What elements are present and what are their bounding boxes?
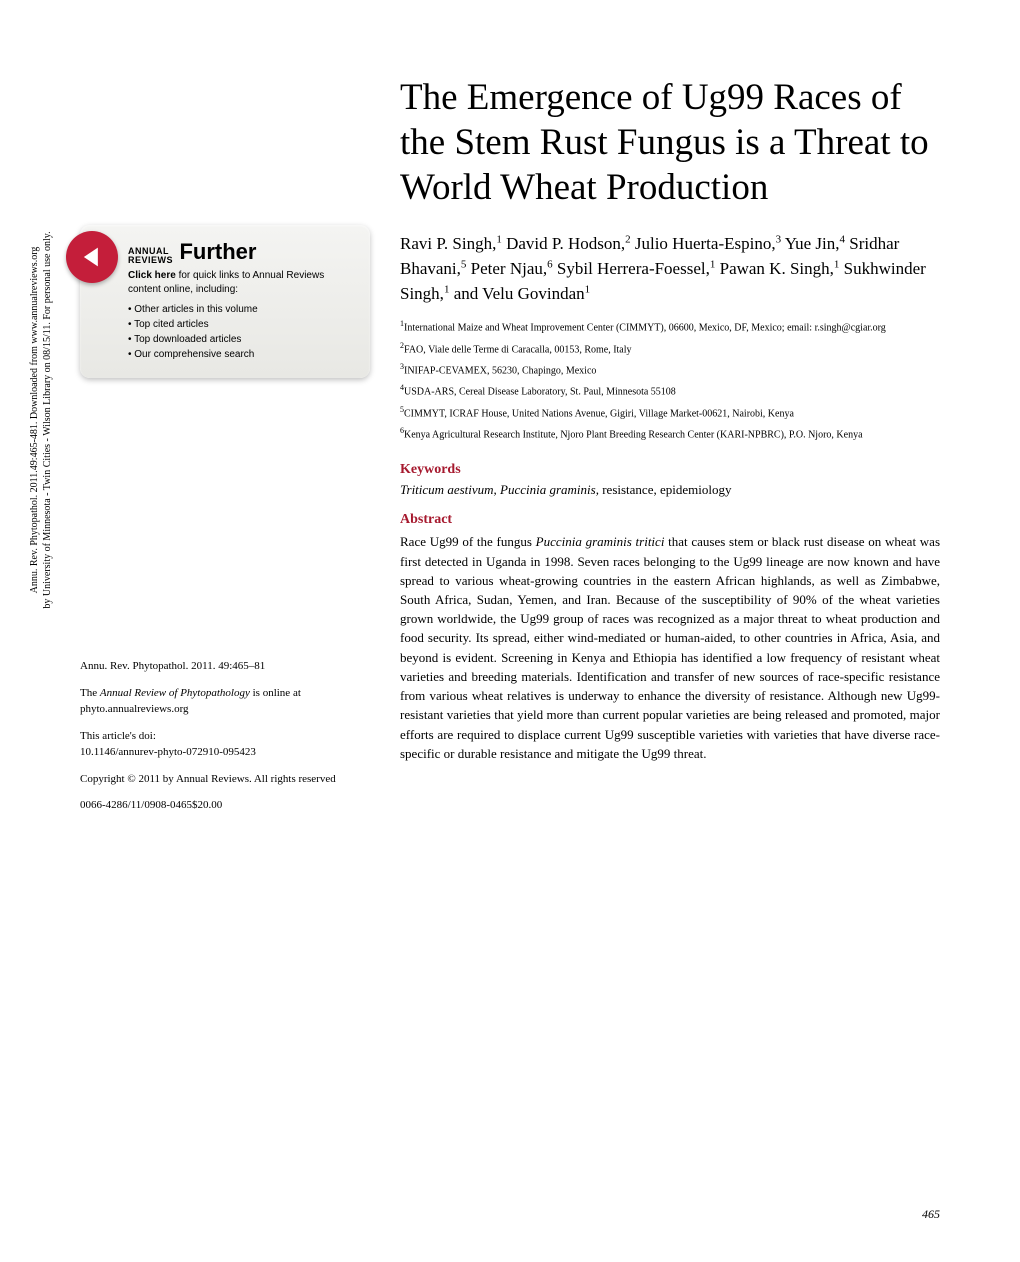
further-box[interactable]: ANNUAL REVIEWS Further Click here for qu… — [80, 225, 370, 378]
citation-online-pre: The — [80, 687, 100, 699]
abstract-heading: Abstract — [400, 512, 940, 528]
citation-online: The Annual Review of Phytopathology is o… — [80, 685, 370, 718]
further-item[interactable]: Our comprehensive search — [128, 347, 354, 362]
affiliation: 2FAO, Viale delle Terme di Caracalla, 00… — [400, 340, 940, 357]
citation-online-journal: Annual Review of Phytopathology — [100, 687, 250, 699]
authors: Ravi P. Singh,1 David P. Hodson,2 Julio … — [400, 232, 940, 306]
affiliation: 5CIMMYT, ICRAF House, United Nations Ave… — [400, 404, 940, 421]
keywords-heading: Keywords — [400, 462, 940, 478]
citation-block: Annu. Rev. Phytopathol. 2011. 49:465–81 … — [80, 658, 370, 814]
doi-value: 10.1146/annurev-phyto-072910-095423 — [80, 746, 256, 758]
affiliation: 3INIFAP-CEVAMEX, 56230, Chapingo, Mexico — [400, 361, 940, 378]
affiliation: 4USDA-ARS, Cereal Disease Laboratory, St… — [400, 382, 940, 399]
affiliations: 1International Maize and Wheat Improveme… — [400, 318, 940, 442]
page-columns: ANNUAL REVIEWS Further Click here for qu… — [80, 75, 940, 824]
affiliation: 6Kenya Agricultural Research Institute, … — [400, 425, 940, 442]
citation-copyright: Copyright © 2011 by Annual Reviews. All … — [80, 771, 370, 788]
further-arrow-icon[interactable] — [66, 231, 118, 283]
page-number: 465 — [922, 1207, 940, 1222]
click-here-link[interactable]: Click here — [128, 270, 176, 281]
further-header: ANNUAL REVIEWS Further — [128, 239, 354, 265]
keywords-text: Triticum aestivum, Puccinia graminis, re… — [400, 482, 940, 498]
further-item[interactable]: Top downloaded articles — [128, 332, 354, 347]
further-subtext: Click here for quick links to Annual Rev… — [128, 269, 354, 296]
download-attribution: Annu. Rev. Phytopathol. 2011.49:465-481.… — [28, 220, 54, 620]
further-item[interactable]: Top cited articles — [128, 317, 354, 332]
further-reviews-label: REVIEWS — [128, 256, 173, 265]
spine-line-1: Annu. Rev. Phytopathol. 2011.49:465-481.… — [28, 220, 41, 620]
further-item[interactable]: Other articles in this volume — [128, 302, 354, 317]
left-column: ANNUAL REVIEWS Further Click here for qu… — [80, 75, 370, 824]
article-title: The Emergence of Ug99 Races of the Stem … — [400, 75, 940, 210]
further-list: Other articles in this volume Top cited … — [128, 302, 354, 362]
spine-line-2: by University of Minnesota - Twin Cities… — [41, 220, 54, 620]
doi-label: This article's doi: — [80, 730, 156, 742]
citation-ref: Annu. Rev. Phytopathol. 2011. 49:465–81 — [80, 658, 370, 675]
right-column: The Emergence of Ug99 Races of the Stem … — [400, 75, 940, 824]
citation-doi: This article's doi: 10.1146/annurev-phyt… — [80, 728, 370, 761]
citation-issn: 0066-4286/11/0908-0465$20.00 — [80, 797, 370, 814]
abstract-text: Race Ug99 of the fungus Puccinia gramini… — [400, 532, 940, 763]
further-word: Further — [179, 239, 256, 265]
triangle-left-icon — [78, 243, 106, 271]
affiliation: 1International Maize and Wheat Improveme… — [400, 318, 940, 335]
